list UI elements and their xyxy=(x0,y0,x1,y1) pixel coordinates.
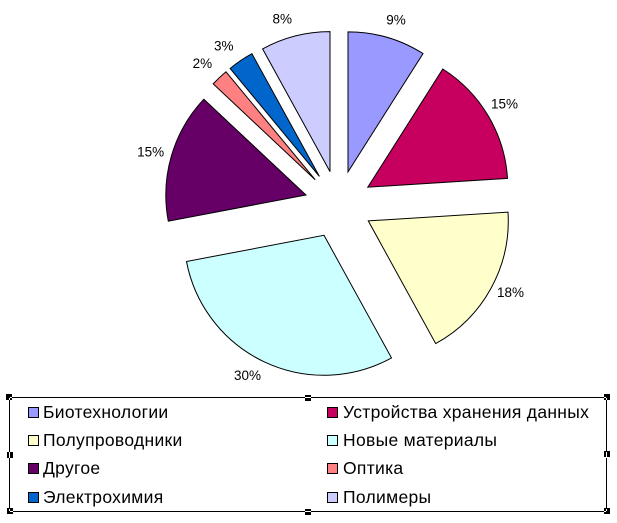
svg-text:15%: 15% xyxy=(137,145,164,160)
svg-text:18%: 18% xyxy=(497,285,524,300)
svg-text:30%: 30% xyxy=(234,368,261,383)
svg-text:8%: 8% xyxy=(272,11,292,26)
svg-text:9%: 9% xyxy=(386,13,406,28)
svg-text:15%: 15% xyxy=(491,96,518,111)
svg-text:2%: 2% xyxy=(193,56,213,71)
svg-text:3%: 3% xyxy=(214,39,234,54)
